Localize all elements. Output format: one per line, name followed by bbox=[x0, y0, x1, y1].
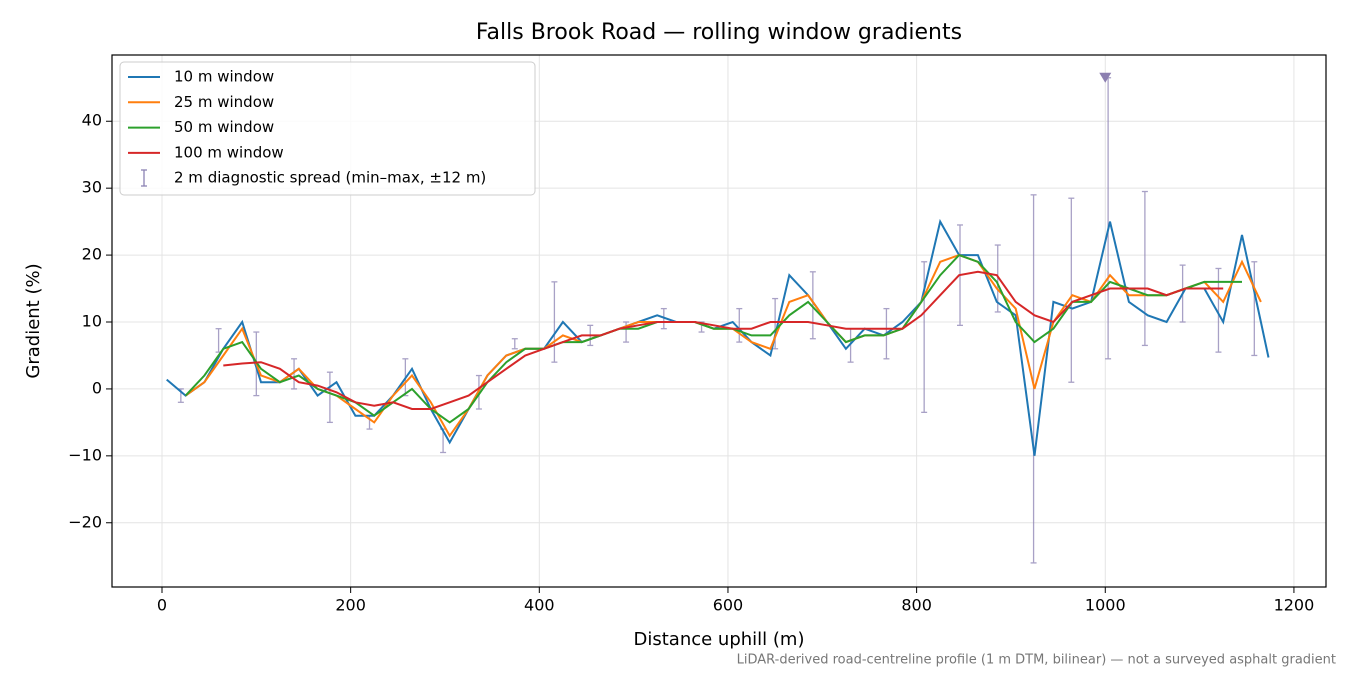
footnote: LiDAR-derived road-centreline profile (1… bbox=[737, 653, 1336, 668]
series-line bbox=[185, 254, 1262, 438]
y-tick-label: 0 bbox=[92, 378, 102, 397]
y-tick-label: −10 bbox=[68, 445, 102, 464]
error-bar bbox=[1030, 194, 1037, 564]
error-bar bbox=[1141, 190, 1148, 347]
legend-label: 50 m window bbox=[174, 118, 274, 136]
x-tick-label: 800 bbox=[901, 596, 932, 615]
error-bar bbox=[291, 358, 298, 390]
x-tick-label: 400 bbox=[524, 596, 555, 615]
error-bar bbox=[1251, 261, 1258, 357]
error-bar bbox=[326, 371, 333, 424]
plot-frame bbox=[111, 54, 1327, 588]
y-tick-label: 40 bbox=[82, 111, 102, 130]
series-line bbox=[184, 253, 1242, 424]
error-bar bbox=[772, 297, 779, 350]
error-bar bbox=[736, 307, 743, 343]
y-tick-label: −20 bbox=[68, 512, 102, 531]
error-bar bbox=[511, 338, 518, 350]
error-bar bbox=[1068, 197, 1075, 383]
series-line bbox=[166, 218, 1270, 456]
x-tick-label: 200 bbox=[335, 596, 366, 615]
x-tick-label: 1200 bbox=[1274, 596, 1315, 615]
legend-label: 100 m window bbox=[174, 143, 284, 161]
x-tick-label: 0 bbox=[157, 596, 167, 615]
chart-title: Falls Brook Road — rolling window gradie… bbox=[476, 20, 962, 45]
error-bar bbox=[215, 328, 222, 353]
y-axis-label: Gradient (%) bbox=[23, 263, 44, 378]
legend: 10 m window 25 m window 50 m window 100 m w… bbox=[119, 61, 536, 196]
legend-label: 10 m window bbox=[174, 68, 274, 86]
x-axis-label: Distance uphill (m) bbox=[634, 629, 805, 650]
error-bar bbox=[1105, 77, 1112, 360]
error-bar bbox=[551, 281, 558, 363]
y-tick-label: 20 bbox=[82, 245, 102, 264]
x-tick-label: 600 bbox=[713, 596, 744, 615]
legend-box bbox=[119, 61, 536, 196]
legend-label: 25 m window bbox=[174, 93, 274, 111]
x-tick-label: 1000 bbox=[1085, 596, 1126, 615]
series-line bbox=[223, 270, 1224, 410]
error-bar bbox=[994, 244, 1001, 313]
y-tick-label: 30 bbox=[82, 178, 102, 197]
outlier-marker bbox=[1099, 72, 1112, 83]
y-tick-label: 10 bbox=[82, 312, 102, 331]
legend-label: 2 m diagnostic spread (min–max, ±12 m) bbox=[174, 169, 486, 187]
error-bar bbox=[809, 271, 816, 340]
